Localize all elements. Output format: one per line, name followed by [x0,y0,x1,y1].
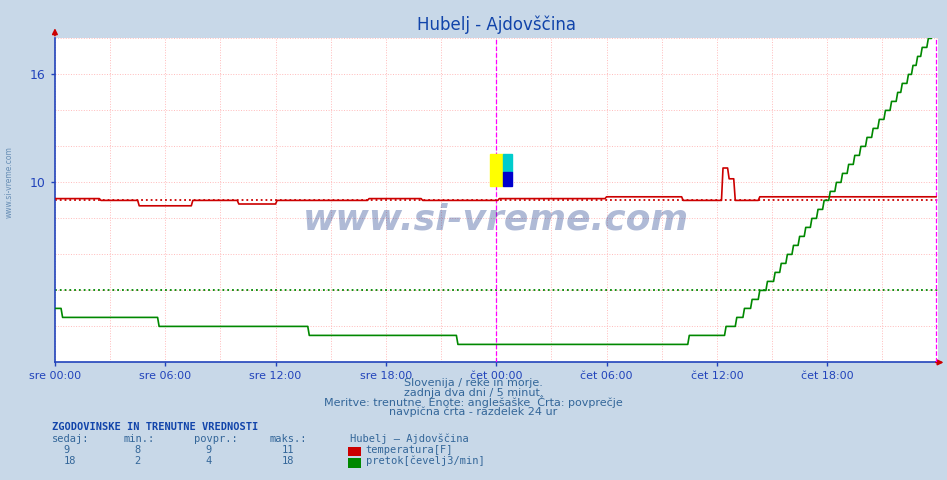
Text: povpr.:: povpr.: [194,433,238,444]
Text: sedaj:: sedaj: [52,433,90,444]
Text: Hubelj – Ajdovščina: Hubelj – Ajdovščina [350,433,469,444]
Text: zadnja dva dni / 5 minut.: zadnja dva dni / 5 minut. [403,388,544,398]
Bar [503,154,511,172]
Text: 18: 18 [281,456,294,466]
Text: www.si-vreme.com: www.si-vreme.com [5,146,14,218]
Text: temperatura[F]: temperatura[F] [366,444,453,455]
Text: www.si-vreme.com: www.si-vreme.com [303,203,689,237]
Text: 9: 9 [63,444,70,455]
Text: 2: 2 [134,456,141,466]
Text: ZGODOVINSKE IN TRENUTNE VREDNOSTI: ZGODOVINSKE IN TRENUTNE VREDNOSTI [52,421,259,432]
Text: Slovenija / reke in morje.: Slovenija / reke in morje. [404,378,543,388]
Bar [503,172,511,186]
Bar [491,154,503,186]
Text: min.:: min.: [123,433,154,444]
Text: 8: 8 [134,444,141,455]
Text: 18: 18 [63,456,76,466]
Text: 11: 11 [281,444,294,455]
Text: navpična črta - razdelek 24 ur: navpična črta - razdelek 24 ur [389,407,558,417]
Title: Hubelj - Ajdovščina: Hubelj - Ajdovščina [417,15,576,34]
Text: maks.:: maks.: [270,433,308,444]
Text: 9: 9 [205,444,212,455]
Text: pretok[čevelj3/min]: pretok[čevelj3/min] [366,455,484,466]
Text: Meritve: trenutne  Enote: anglešaške  Črta: povprečje: Meritve: trenutne Enote: anglešaške Črta… [324,396,623,408]
Text: 4: 4 [205,456,212,466]
